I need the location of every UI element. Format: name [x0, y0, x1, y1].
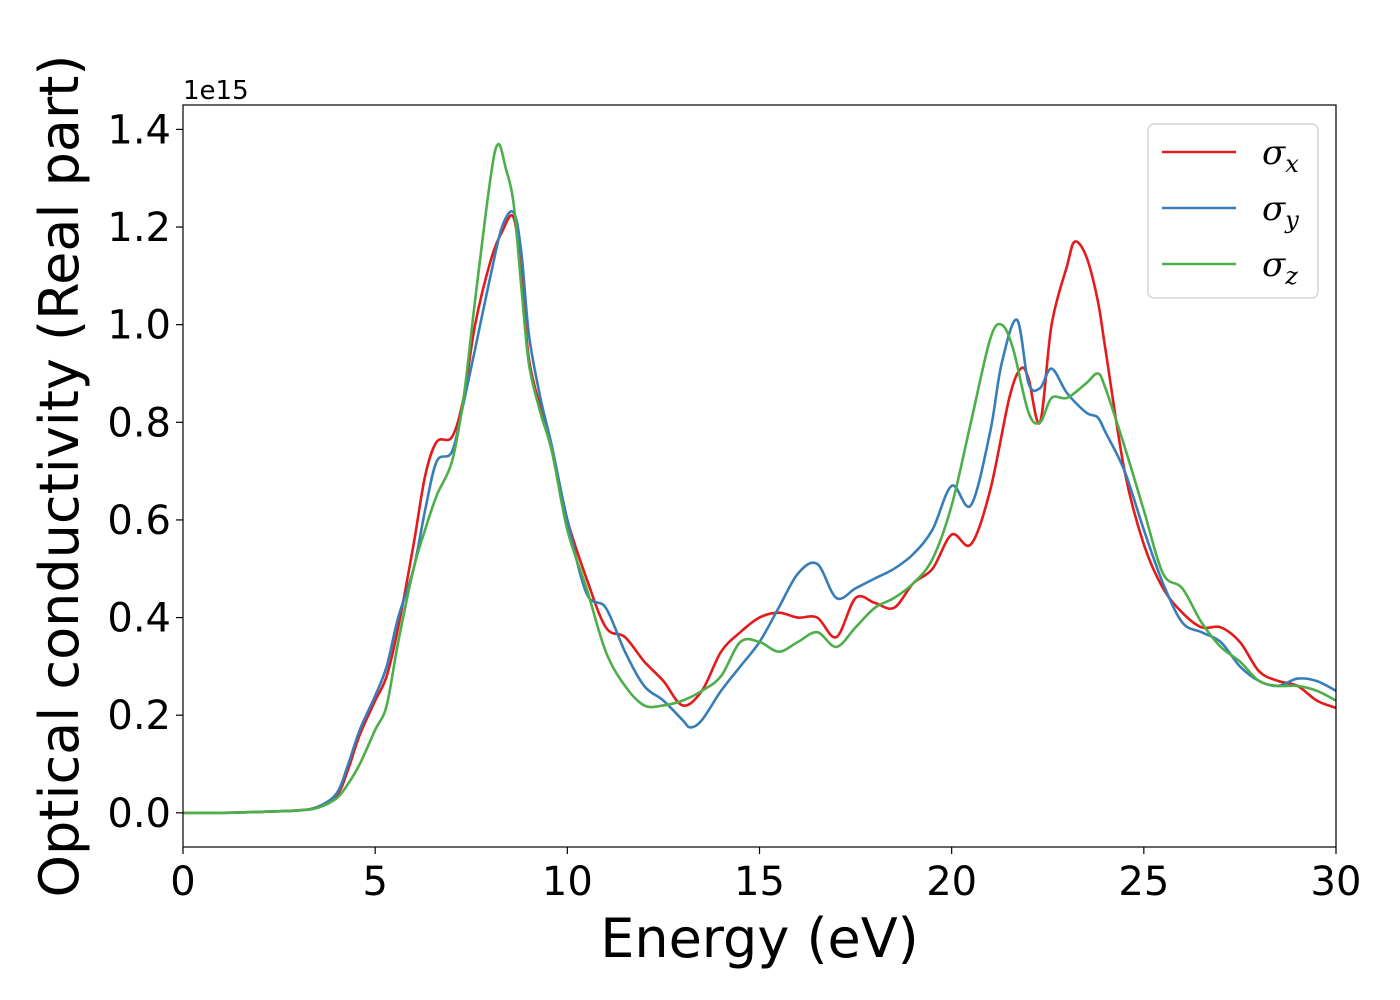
legend-box: [1147, 123, 1319, 299]
legend: σx σy σz: [1147, 123, 1319, 299]
x-axis-title: Energy (eV): [600, 907, 919, 970]
x-tick-label: 0: [170, 859, 195, 905]
y-tick-label: 0.4: [107, 596, 171, 642]
y-tick-label: 0.2: [107, 693, 171, 739]
y-tick-label: 1.4: [107, 107, 171, 153]
x-tick-label: 10: [542, 859, 593, 905]
y-tick-label: 1.0: [107, 303, 171, 349]
legend-label-z: σz: [1262, 245, 1298, 290]
legend-label-x: σx: [1262, 133, 1299, 178]
x-tick-label: 20: [926, 859, 977, 905]
y-axis-title: Optical conductivity (Real part): [28, 55, 91, 898]
y-tick-label: 1.2: [107, 205, 171, 251]
series-line-x: [182, 214, 1337, 815]
axes: 0 5 10 15 20 25 30 0.0 0.2 0.4 0.6 0.8 1.0 1.2 1.4: [107, 104, 1362, 905]
x-tick-label: 15: [734, 859, 785, 905]
y-offset-label: 1e15: [183, 76, 249, 106]
legend-label-y: σy: [1262, 189, 1299, 234]
x-tick-label: 30: [1311, 859, 1362, 905]
x-tick-label: 5: [362, 859, 387, 905]
x-tick-label: 25: [1118, 859, 1169, 905]
series-line-y: [182, 210, 1337, 815]
series-lines: [182, 142, 1337, 815]
series-line-z: [182, 142, 1337, 815]
y-tick-label: 0.0: [107, 791, 171, 837]
y-tick-label: 0.6: [107, 498, 171, 544]
y-tick-label: 0.8: [107, 400, 171, 446]
y-axis-title-group: Optical conductivity (Real part): [28, 55, 91, 898]
